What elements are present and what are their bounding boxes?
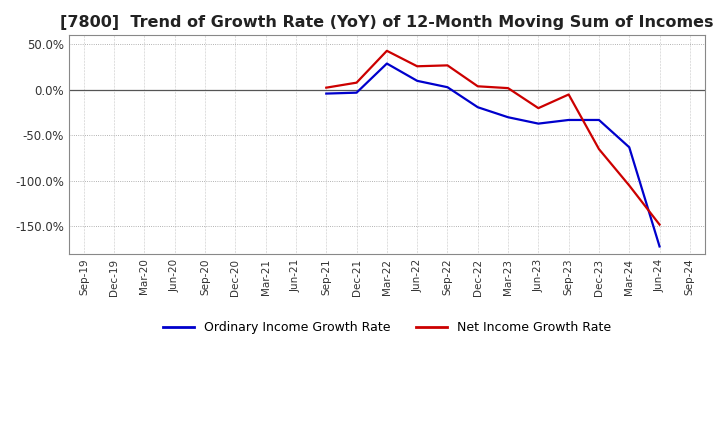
Legend: Ordinary Income Growth Rate, Net Income Growth Rate: Ordinary Income Growth Rate, Net Income … xyxy=(158,316,616,339)
Title: [7800]  Trend of Growth Rate (YoY) of 12-Month Moving Sum of Incomes: [7800] Trend of Growth Rate (YoY) of 12-… xyxy=(60,15,714,30)
